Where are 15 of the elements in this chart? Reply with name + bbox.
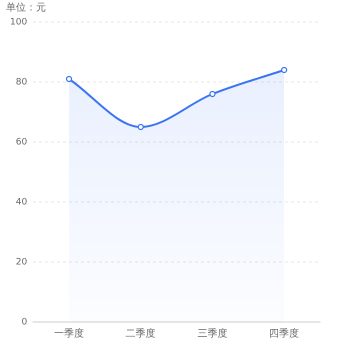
point [281,66,288,74]
y-axis-title: 单位：元 [6,2,46,14]
y-tick-label: 100 [10,17,28,28]
y-tick-label: 40 [16,197,28,208]
point [138,124,144,130]
y-tick-label: 20 [16,257,28,268]
point [209,90,216,98]
x-tick-label: 四季度 [269,328,300,340]
x-tick-label: 三季度 [197,328,228,340]
x-tick-label: 一季度 [54,328,84,340]
y-tick-label: 80 [16,77,28,88]
y-tick-label: 60 [16,137,28,148]
y-tick-label: 0 [21,317,28,328]
point [66,76,72,82]
x-tick-label: 二季度 [126,328,156,340]
